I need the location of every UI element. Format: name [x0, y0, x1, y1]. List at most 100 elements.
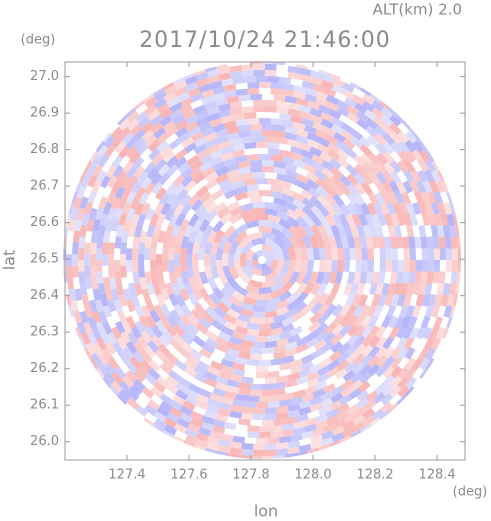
y-tick-label: 26.9 [30, 106, 59, 121]
echo-cell [276, 100, 289, 109]
echo-cell [206, 75, 220, 84]
echo-cell [381, 315, 392, 329]
echo-cell [198, 247, 206, 260]
echo-cell [293, 84, 306, 94]
echo-cell [324, 322, 337, 335]
echo-cell [206, 106, 220, 116]
echo-cell [270, 288, 284, 299]
echo-cell [162, 120, 176, 132]
echo-cell [101, 254, 109, 266]
echo-cell [168, 271, 177, 285]
echo-cell [433, 316, 443, 330]
echo-cell [237, 166, 251, 175]
echo-cell [267, 142, 280, 150]
echo-cell [88, 299, 98, 313]
echo-cell [353, 314, 366, 328]
echo-cell [322, 382, 336, 394]
echo-cell [206, 404, 220, 414]
echo-cell [307, 100, 321, 111]
echo-cell [312, 83, 326, 93]
echo-cell [209, 155, 223, 167]
echo-cell [367, 355, 380, 368]
echo-cell [368, 171, 381, 185]
echo-cell [188, 276, 198, 290]
echo-cell [218, 140, 232, 150]
echo-cell [338, 324, 352, 338]
echo-cell [107, 357, 120, 371]
echo-cell [220, 114, 234, 124]
echo-cell [252, 260, 260, 268]
echo-cell [97, 352, 110, 366]
echo-cell [253, 449, 265, 456]
echo-cell [158, 172, 171, 186]
echo-cell [309, 195, 323, 209]
echo-cell [154, 158, 167, 172]
echo-cell [104, 288, 114, 301]
echo-cell [223, 390, 237, 400]
echo-cell [107, 332, 118, 346]
echo-cell [234, 246, 243, 260]
echo-cell [312, 427, 326, 437]
echo-cell [259, 117, 271, 125]
echo-cell [72, 230, 81, 243]
echo-cell [436, 224, 445, 238]
echo-cell [155, 319, 167, 333]
echo-cell [397, 385, 410, 398]
echo-cell [371, 213, 381, 227]
echo-cell [361, 260, 368, 273]
echo-cell [188, 382, 202, 394]
echo-cell [332, 313, 345, 327]
echo-cell [264, 377, 277, 384]
echo-cell [144, 236, 153, 249]
echo-cell [210, 319, 224, 332]
echo-cell [417, 169, 428, 183]
echo-cell [264, 100, 277, 107]
echo-cell [306, 138, 320, 149]
echo-cell [87, 316, 98, 330]
echo-cell [102, 230, 111, 243]
echo-cell [90, 352, 102, 366]
echo-cell [295, 134, 309, 145]
echo-cell [195, 432, 209, 442]
echo-cell [332, 193, 345, 207]
echo-cell [295, 336, 309, 347]
echo-cell [153, 97, 167, 109]
echo-cell [179, 103, 193, 115]
echo-cell [301, 117, 315, 128]
echo-cell [303, 281, 315, 296]
echo-cell [84, 254, 91, 266]
echo-cell [136, 171, 149, 185]
echo-cell [180, 202, 193, 216]
echo-cell [310, 434, 323, 444]
echo-cell [150, 114, 164, 127]
echo-cell [306, 377, 320, 388]
echo-cell [229, 101, 243, 110]
echo-cell [352, 94, 366, 106]
echo-cell [120, 254, 127, 266]
echo-cell [129, 196, 141, 210]
echo-cell [397, 376, 410, 390]
echo-cell [273, 418, 286, 426]
echo-cell [241, 406, 254, 414]
echo-cell [187, 322, 200, 335]
echo-cell [136, 364, 149, 378]
echo-cell [92, 218, 101, 232]
echo-cell [159, 115, 173, 127]
echo-cell [228, 295, 243, 308]
echo-cell [79, 196, 89, 210]
echo-cell [238, 454, 251, 459]
echo-cell [217, 271, 229, 285]
echo-cell [212, 387, 226, 397]
echo-cell [278, 180, 292, 190]
echo-cell [387, 282, 396, 296]
echo-cell [159, 107, 173, 120]
echo-cell [279, 399, 292, 407]
echo-cell [140, 330, 152, 344]
echo-cell [385, 260, 392, 272]
echo-cell [249, 347, 262, 354]
echo-cell [107, 254, 115, 266]
echo-cell [190, 308, 204, 322]
echo-cell [185, 388, 199, 399]
echo-cell [70, 299, 79, 313]
echo-cell [215, 97, 228, 107]
